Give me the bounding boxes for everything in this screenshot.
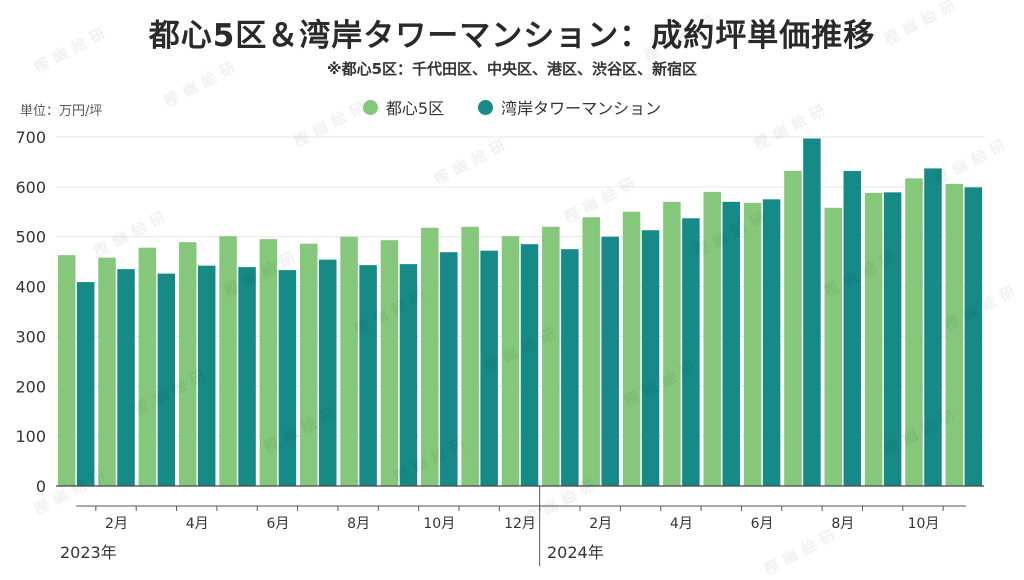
bar-series2 xyxy=(682,218,700,486)
bar-series2 xyxy=(399,264,418,486)
unit-label: 単位：万円/坪 xyxy=(20,104,103,119)
bar-series2 xyxy=(843,170,862,486)
bar-series2 xyxy=(883,192,902,486)
legend-label-series2: 湾岸タワーマンション xyxy=(501,99,662,118)
chart-subtitle: ※都心5区：千代田区、中央区、港区、渋谷区、新宿区 xyxy=(326,60,698,78)
bar-series2 xyxy=(359,265,377,486)
bar-series2 xyxy=(238,267,256,486)
legend-item-series2: 湾岸タワーマンション xyxy=(478,95,661,119)
bar-series1 xyxy=(219,236,237,486)
bar-series2 xyxy=(117,269,135,486)
y-tick-label: 300 xyxy=(15,327,46,346)
x-tick-label: 10月 xyxy=(908,516,940,532)
legend-item-series1: 都心5区 xyxy=(362,95,445,119)
bar-series1 xyxy=(703,191,721,487)
bar-series2 xyxy=(964,187,983,486)
x-tick-label: 2月 xyxy=(589,516,612,532)
bar-series1 xyxy=(340,236,358,486)
y-tick-label: 100 xyxy=(15,427,46,446)
bar-series1 xyxy=(663,201,681,487)
bar-series1 xyxy=(945,183,964,486)
bar-series2 xyxy=(197,265,216,486)
y-tick-label: 700 xyxy=(15,128,46,147)
x-tick-label: 2月 xyxy=(105,516,128,532)
y-tick-label: 0 xyxy=(36,477,46,496)
bar-series1 xyxy=(178,242,197,486)
x-tick-label: 12月 xyxy=(504,516,536,532)
x-tick-label: 8月 xyxy=(831,516,854,532)
bar-series1 xyxy=(582,217,600,486)
bar-series1 xyxy=(784,170,802,486)
y-tick-label: 200 xyxy=(15,377,46,396)
bar-series1 xyxy=(259,239,278,486)
bar-series2 xyxy=(803,138,821,486)
bar-series2 xyxy=(480,250,498,486)
bar-series2 xyxy=(157,273,176,486)
bar-series2 xyxy=(520,244,539,486)
bar-series2 xyxy=(722,201,740,487)
bar-series2 xyxy=(76,282,95,486)
bar-series1 xyxy=(501,236,520,486)
legend-swatch-series2 xyxy=(478,99,494,115)
x-tick-label: 6月 xyxy=(751,516,774,532)
y-tick-label: 500 xyxy=(15,228,46,247)
bar-series1 xyxy=(905,178,923,487)
bar-series2 xyxy=(641,230,660,486)
y-tick-label: 600 xyxy=(15,178,46,197)
bar-series2 xyxy=(601,236,619,486)
bar-series2 xyxy=(440,252,458,486)
bar-series1 xyxy=(864,192,883,486)
bar-series2 xyxy=(278,270,297,486)
bar-series1 xyxy=(743,202,762,486)
bar-series2 xyxy=(319,259,337,486)
bar-series1 xyxy=(380,240,399,486)
chart-title: 都心5区＆湾岸タワーマンション：成約坪単価推移 xyxy=(148,18,876,54)
bar-series1 xyxy=(300,243,318,486)
x-tick-label: 4月 xyxy=(670,516,693,532)
bar-series1 xyxy=(542,226,560,486)
bar-series2 xyxy=(762,199,781,487)
bar-series1 xyxy=(461,226,479,486)
year-label: 2023年 xyxy=(60,543,117,562)
bar-series1 xyxy=(57,255,76,486)
bar-series1 xyxy=(138,247,157,486)
year-label: 2024年 xyxy=(547,543,604,562)
bar-series1 xyxy=(622,211,641,487)
bar-series2 xyxy=(924,168,942,486)
bar-series1 xyxy=(421,227,439,487)
x-tick-label: 10月 xyxy=(423,516,455,532)
bar-series1 xyxy=(98,257,116,486)
y-tick-label: 400 xyxy=(15,278,46,297)
x-tick-label: 8月 xyxy=(347,516,370,532)
legend: 都心5区 湾岸タワーマンション xyxy=(0,95,1024,119)
x-tick-label: 4月 xyxy=(186,516,209,532)
legend-swatch-series1 xyxy=(362,99,378,115)
x-tick-label: 6月 xyxy=(266,516,289,532)
bar-series2 xyxy=(561,249,579,486)
legend-label-series1: 都心5区 xyxy=(385,99,445,118)
bar-series1 xyxy=(824,207,843,486)
